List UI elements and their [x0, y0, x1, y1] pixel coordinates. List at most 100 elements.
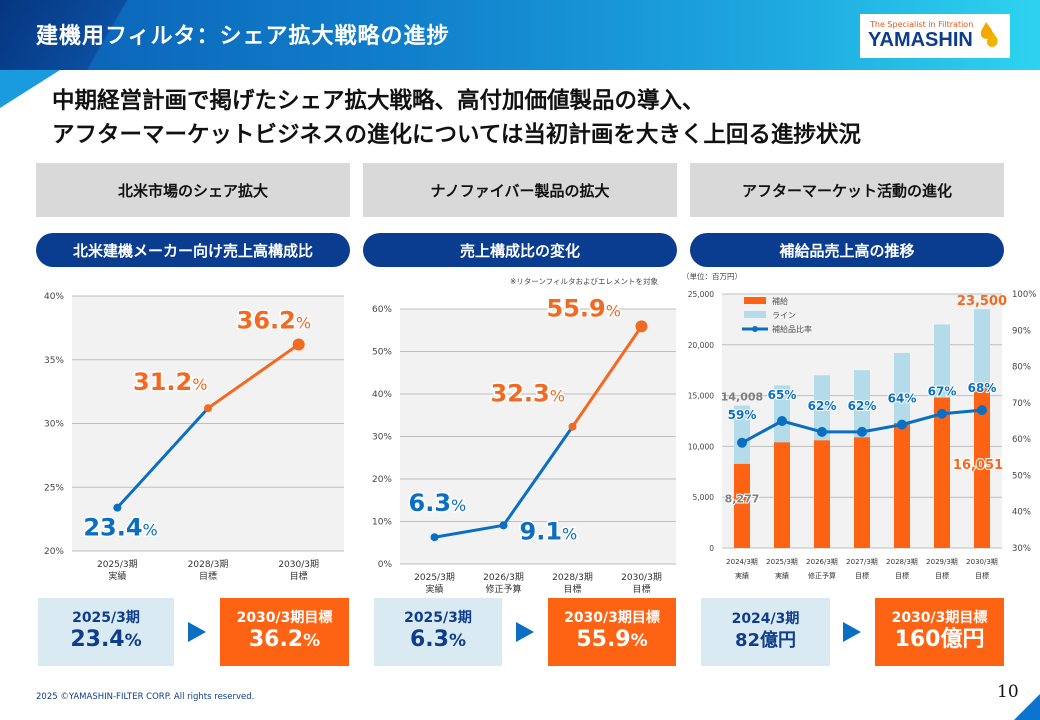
ratio-label: 65% [768, 388, 797, 402]
ratio-label: 68% [968, 381, 997, 395]
page-number: 10 [997, 682, 1019, 702]
data-label: 55.9% [547, 294, 621, 322]
x-tick-sublabel: 目標 [895, 571, 909, 580]
kpi-label: 2025/3期 [72, 610, 140, 626]
line-segment [571, 325, 643, 428]
x-tick-label: 2028/3期 [886, 558, 918, 566]
data-point [499, 521, 508, 530]
ratio-point [897, 419, 907, 430]
x-tick-label: 2030/3期 [621, 572, 662, 583]
ratio-line-segment [861, 423, 903, 434]
x-tick-sublabel: 目標 [563, 583, 581, 595]
kpi-nanofiber-current: 2025/3期 6.3% [374, 598, 502, 666]
chart-north-america-share: 20%25%30%35%40%2025/3期実績2028/3期目標2030/3期… [44, 292, 344, 582]
corner-decoration [1014, 694, 1040, 720]
total-label: 23,500 [957, 294, 1007, 309]
chart-title-nanofiber: 売上構成比の変化 [363, 233, 677, 267]
y2-tick-label: 30% [1012, 544, 1031, 554]
x-tick-sublabel: 目標 [290, 570, 308, 582]
data-label: 36.2% [237, 306, 311, 334]
corner-decoration [0, 70, 60, 108]
ratio-line-segment [901, 412, 943, 427]
data-point [292, 338, 305, 351]
data-label: 23.4% [83, 514, 157, 542]
supply-label: 16,051 [953, 458, 1003, 473]
kpi-label: 2025/3期 [404, 610, 472, 626]
bar-line-segment [934, 324, 950, 398]
kpi-aftermarket-target: 2030/3期目標 160億円 [875, 598, 1004, 666]
data-point [430, 533, 439, 542]
supply-label: 8,277 [725, 492, 760, 505]
x-tick-label: 2029/3期 [926, 558, 958, 566]
bar-supply-segment [774, 442, 790, 548]
y2-tick-label: 50% [1012, 471, 1031, 481]
headline-line-2: アフターマーケットビジネスの進化については当初計画を大きく上回る進捗状況 [52, 122, 861, 148]
x-tick-label: 2025/3期 [97, 559, 138, 570]
legend-label: 補給 [772, 296, 788, 306]
chart-note: ※リターンフィルタおよびエレメントを対象 [510, 277, 659, 286]
x-tick-label: 2028/3期 [552, 572, 593, 583]
line-segment [502, 425, 574, 527]
page-title: 建機用フィルタ：シェア拡大戦略の進捗 [36, 24, 450, 49]
bar-supply-segment [734, 463, 750, 548]
bar-line-segment [774, 385, 790, 443]
y-tick-label: 20% [44, 547, 64, 557]
data-label: 6.3% [409, 489, 467, 517]
chart-title-north-america: 北米建機メーカー向け売上高構成比 [36, 233, 350, 267]
line-segment [434, 523, 504, 539]
bar-supply-segment [854, 437, 870, 548]
ratio-point [777, 416, 787, 426]
x-tick-sublabel: 目標 [855, 571, 869, 580]
y-tick-label: 0 [709, 544, 714, 553]
x-tick-sublabel: 修正予算 [485, 583, 521, 595]
ratio-label: 67% [928, 385, 957, 399]
headline-line-1: 中期経営計画で掲げたシェア拡大戦略、高付加価値製品の導入、 [52, 88, 705, 114]
y-tick-label: 5,000 [693, 493, 715, 502]
data-point [568, 422, 577, 431]
y-tick-label: 20,000 [688, 341, 714, 350]
x-tick-label: 2025/3期 [766, 558, 798, 566]
data-label: 31.2% [133, 368, 207, 396]
column-heading-aftermarket: アフターマーケット活動の進化 [690, 163, 1004, 217]
y-tick-label: 50% [372, 348, 392, 358]
ratio-point [857, 426, 867, 437]
kpi-north-america-current: 2025/3期 23.4% [38, 598, 174, 666]
x-tick-label: 2027/3期 [846, 558, 878, 566]
kpi-value: 36.2% [248, 627, 321, 652]
x-tick-label: 2026/3期 [806, 558, 838, 566]
y-tick-label: 10% [372, 518, 392, 528]
ratio-point [817, 426, 827, 437]
kpi-value: 55.9% [576, 627, 648, 652]
ratio-point [737, 437, 747, 448]
kpi-label: 2030/3期目標 [564, 610, 660, 626]
x-tick-sublabel: 実績 [425, 583, 443, 595]
y2-tick-label: 40% [1012, 508, 1031, 518]
ratio-point [937, 408, 947, 419]
y-tick-label: 60% [372, 305, 392, 315]
chart-aftermarket-sales: 0 5,000 10,000 15,000 20,000 25,000 30% 40% 50% 6… [688, 290, 1037, 580]
y-tick-label: 20% [372, 475, 392, 485]
x-tick-sublabel: 修正予算 [808, 571, 836, 580]
data-label: 9.1% [520, 517, 578, 545]
legend-swatch-supply [744, 297, 766, 304]
oil-drop-icon [980, 22, 998, 47]
bar-line-segment [814, 375, 830, 441]
y2-tick-label: 90% [1012, 326, 1031, 336]
x-tick-sublabel: 目標 [935, 571, 949, 580]
headline: 中期経営計画で掲げたシェア拡大戦略、高付加価値製品の導入、 アフターマーケットビ… [52, 84, 861, 152]
x-tick-label: 2030/3期 [966, 558, 998, 566]
x-tick-sublabel: 実績 [735, 571, 749, 580]
y-tick-label: 15,000 [688, 392, 714, 401]
ratio-line-segment [741, 419, 783, 445]
legend-label: ライン [772, 311, 796, 320]
kpi-value: 160億円 [894, 627, 985, 652]
bar-line-segment [974, 309, 990, 385]
bar-line-segment [734, 405, 750, 464]
y-tick-label: 10,000 [688, 442, 714, 451]
logo-tagline: The Specialist in Filtration [870, 20, 974, 29]
x-tick-label: 2026/3期 [483, 572, 524, 583]
column-heading-north-america: 北米市場のシェア拡大 [36, 163, 350, 217]
unit-note: （単位：百万円） [682, 272, 742, 281]
column-heading-nanofiber: ナノファイバー製品の拡大 [363, 163, 677, 217]
